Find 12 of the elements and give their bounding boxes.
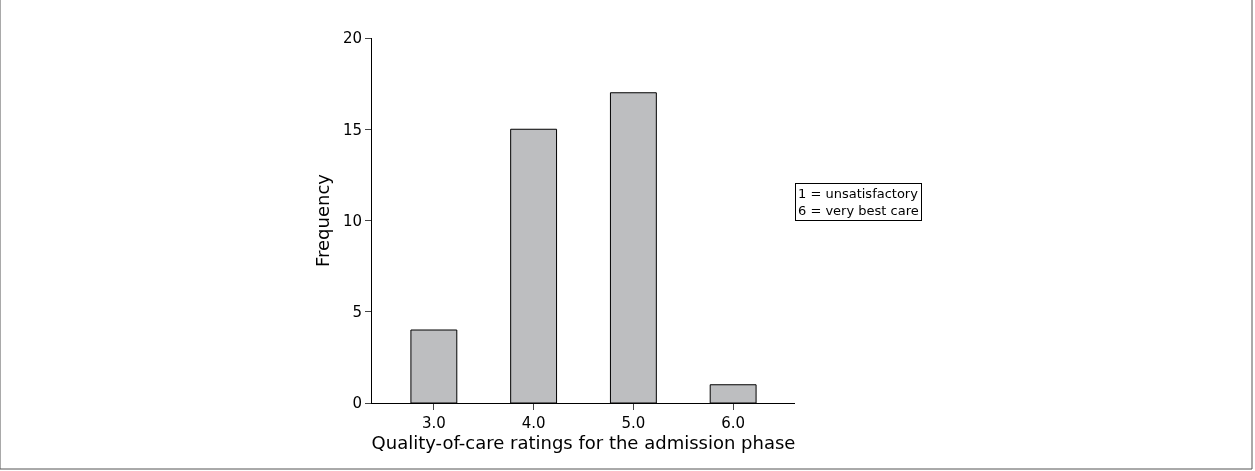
text: 1 = unsatisfactory 6 = very best care xyxy=(798,186,919,218)
x-tick-label: 4.0 xyxy=(521,414,546,432)
y-tick-label: 20 xyxy=(342,29,362,48)
y-tick-label: 5 xyxy=(352,303,362,321)
x-tick-label: 6.0 xyxy=(721,414,746,432)
y-tick-label: 10 xyxy=(342,211,362,230)
x-tick-label: 5.0 xyxy=(621,414,646,432)
x-tick-label: 3.0 xyxy=(421,414,446,432)
y-tick-label: 15 xyxy=(342,120,362,139)
y-axis-title: Frequency xyxy=(312,173,334,267)
y-tick-label: 0 xyxy=(352,394,362,413)
x-axis-title: Quality-of-care ratings for the admission phase xyxy=(371,432,796,453)
